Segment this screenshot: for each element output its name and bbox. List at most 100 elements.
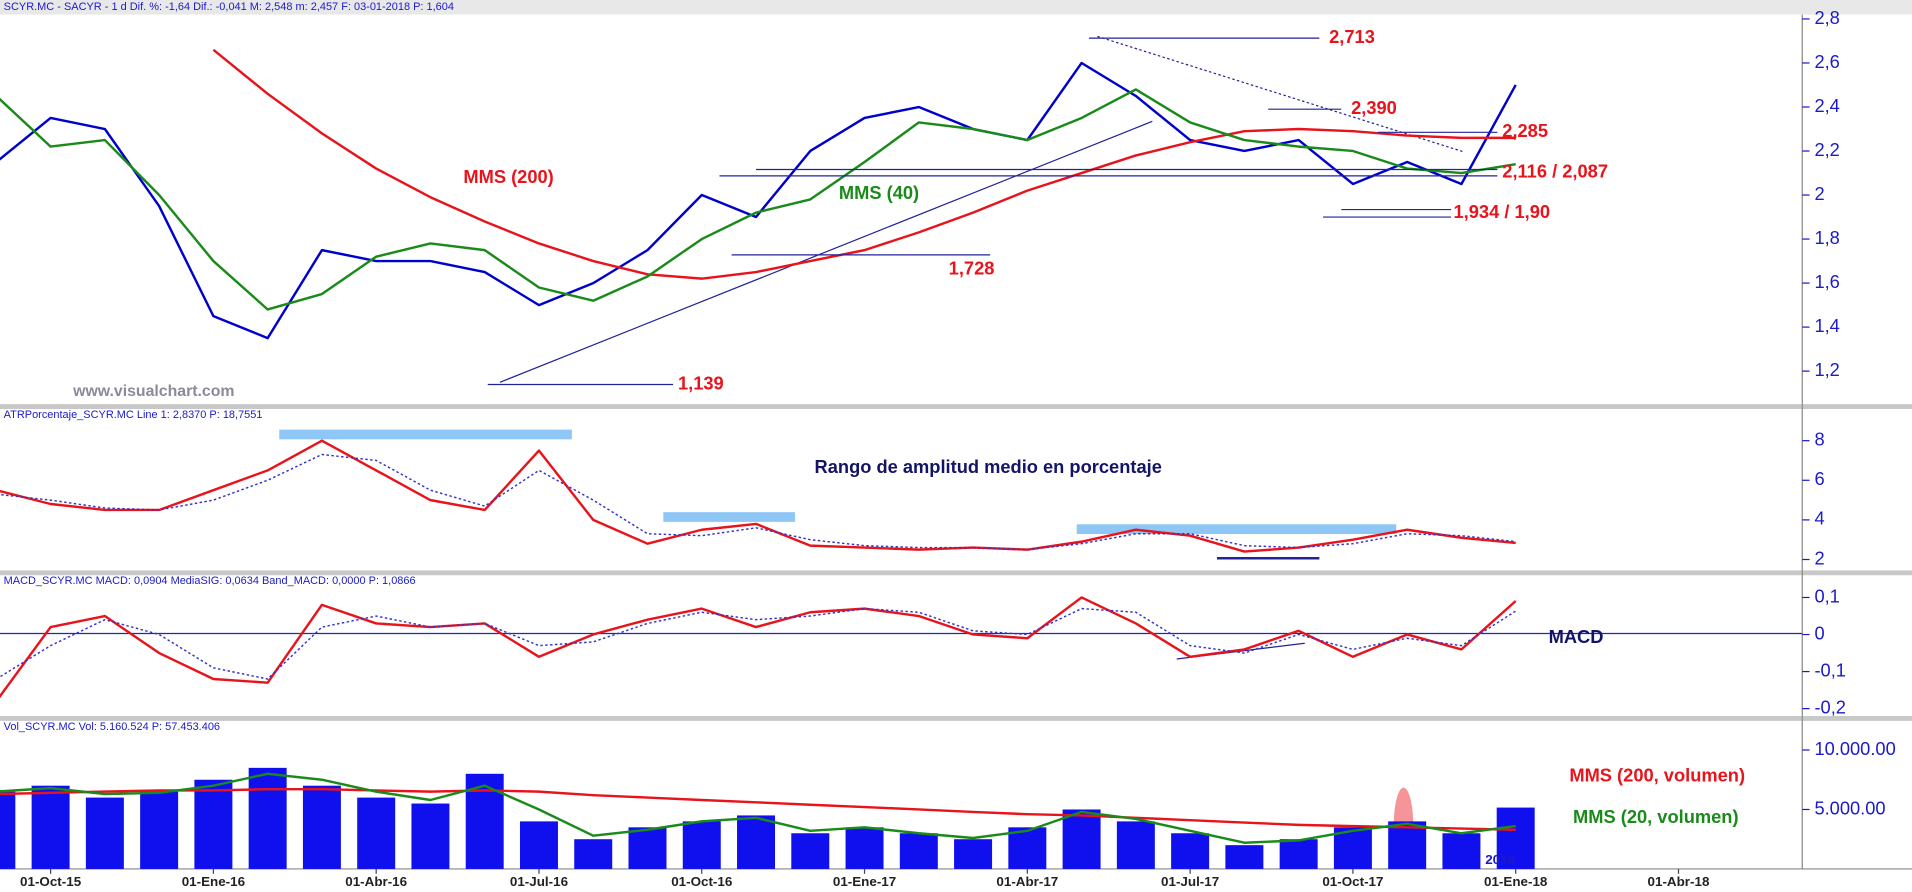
level-label: 2,116 / 2,087 xyxy=(1502,161,1608,182)
bar xyxy=(682,821,721,869)
panel-header: Vol_SCYR.MC Vol: 5.160.524 P: 57.453.406 xyxy=(4,721,220,733)
bar xyxy=(1062,809,1101,869)
bar xyxy=(31,785,70,869)
panel-separator xyxy=(0,570,1912,576)
trend-line xyxy=(499,120,1153,383)
bar xyxy=(302,785,341,869)
bar xyxy=(85,797,124,869)
series-line xyxy=(0,787,1516,831)
series-label: MMS (40) xyxy=(839,182,919,203)
level-label: 1,139 xyxy=(678,372,724,393)
y-tick-label: 4 xyxy=(1814,508,1824,529)
y-tick-label: 10.000.00 xyxy=(1814,738,1895,759)
panel-header: MACD_SCYR.MC MACD: 0,0904 MediaSIG: 0,06… xyxy=(4,575,416,587)
bar xyxy=(194,779,233,869)
x-tick-label: 01-Jul-17 xyxy=(1161,874,1219,889)
panel-header: ATRPorcentaje_SCYR.MC Line 1: 2,8370 P: … xyxy=(4,409,263,421)
series-line xyxy=(0,88,1516,311)
bar xyxy=(1279,839,1318,869)
highlight xyxy=(663,512,796,522)
bar xyxy=(791,833,830,869)
y-tick-label: 2,2 xyxy=(1814,139,1839,160)
bar xyxy=(845,827,884,869)
y-tick-label: 2,4 xyxy=(1814,95,1839,116)
panel-separator xyxy=(0,404,1912,409)
y-tick-label: 0,1 xyxy=(1814,585,1839,606)
x-tick-label: 01-Ene-18 xyxy=(1484,874,1548,889)
bar xyxy=(1008,827,1047,869)
series-line xyxy=(0,772,1516,844)
header-strip xyxy=(0,0,1912,15)
bar xyxy=(1496,807,1535,869)
bar xyxy=(1442,833,1481,869)
bar xyxy=(519,821,558,869)
series-line xyxy=(0,61,1517,340)
watermark: www.visualchart.com xyxy=(72,383,234,400)
y-tick-label: 5.000.00 xyxy=(1814,797,1885,818)
y-tick-label: 2,8 xyxy=(1814,7,1839,28)
series-line xyxy=(0,439,1516,553)
bar xyxy=(357,797,396,869)
level-label: 2,390 xyxy=(1351,97,1397,118)
bar xyxy=(737,815,776,869)
panel xyxy=(0,48,1517,340)
y-tick-label: 2,6 xyxy=(1814,51,1839,72)
series-line xyxy=(212,48,1516,280)
series-label: MMS (20, volumen) xyxy=(1573,806,1739,827)
x-tick-label: 01-Oct-17 xyxy=(1322,874,1383,889)
x-tick-label: 01-Oct-16 xyxy=(671,874,732,889)
panel-separator xyxy=(0,716,1912,721)
y-tick-label: 1,2 xyxy=(1814,359,1839,380)
bar xyxy=(628,827,667,869)
bar xyxy=(1225,845,1264,869)
bar xyxy=(140,791,179,869)
x-tick-label: 01-Abr-17 xyxy=(996,874,1058,889)
series-label: MMS (200) xyxy=(463,166,553,187)
x-tick-label: 01-Oct-15 xyxy=(20,874,82,889)
bar xyxy=(954,839,993,869)
y-tick-label: 0 xyxy=(1814,622,1824,643)
y-tick-label: 1,6 xyxy=(1814,271,1839,292)
level-label: 1,728 xyxy=(949,257,995,278)
series-label: MMS (200, volumen) xyxy=(1569,765,1745,786)
y-tick-label: -0,1 xyxy=(1814,659,1845,680)
level-label: 2,285 xyxy=(1502,120,1548,141)
panel-header: SCYR.MC - SACYR - 1 d Dif. %: -1,64 Dif.… xyxy=(4,1,454,13)
x-tick-label: 01-Ene-17 xyxy=(833,874,896,889)
level-label: 2,713 xyxy=(1329,26,1375,47)
y-tick-label: 2 xyxy=(1814,183,1824,204)
bar xyxy=(1388,821,1427,869)
bar xyxy=(411,803,450,869)
panel-label: Rango de amplitud medio en porcentaje xyxy=(815,456,1162,477)
bar xyxy=(899,833,938,869)
panel xyxy=(0,596,1517,699)
highlight xyxy=(1076,524,1397,534)
highlight xyxy=(279,429,572,440)
bar xyxy=(248,767,287,869)
x-tick-label: 01-Abr-16 xyxy=(345,874,407,889)
series-line xyxy=(0,453,1516,551)
level-label: 1,934 / 1,90 xyxy=(1454,201,1551,222)
x-tick-label: 01-Abr-18 xyxy=(1648,874,1710,889)
y-tick-label: 6 xyxy=(1814,468,1824,489)
bar xyxy=(1171,833,1210,869)
y-tick-label: 2 xyxy=(1814,547,1824,568)
panel xyxy=(0,439,1516,553)
series-line xyxy=(0,596,1517,699)
x-tick-label: 01-Jul-16 xyxy=(510,874,568,889)
bar xyxy=(574,839,613,869)
series-line xyxy=(0,607,1517,680)
y-tick-label: -0,2 xyxy=(1814,696,1845,717)
y-tick-label: 1,4 xyxy=(1814,315,1839,336)
panel xyxy=(0,767,1535,869)
bar xyxy=(0,791,16,869)
panel-label: MACD xyxy=(1549,626,1604,647)
trend-line xyxy=(1097,35,1464,153)
y-tick-label: 1,8 xyxy=(1814,227,1839,248)
x-tick-label: 01-Ene-16 xyxy=(182,874,245,889)
y-tick-label: 8 xyxy=(1814,429,1824,450)
year-label: 2018 xyxy=(1485,852,1515,867)
